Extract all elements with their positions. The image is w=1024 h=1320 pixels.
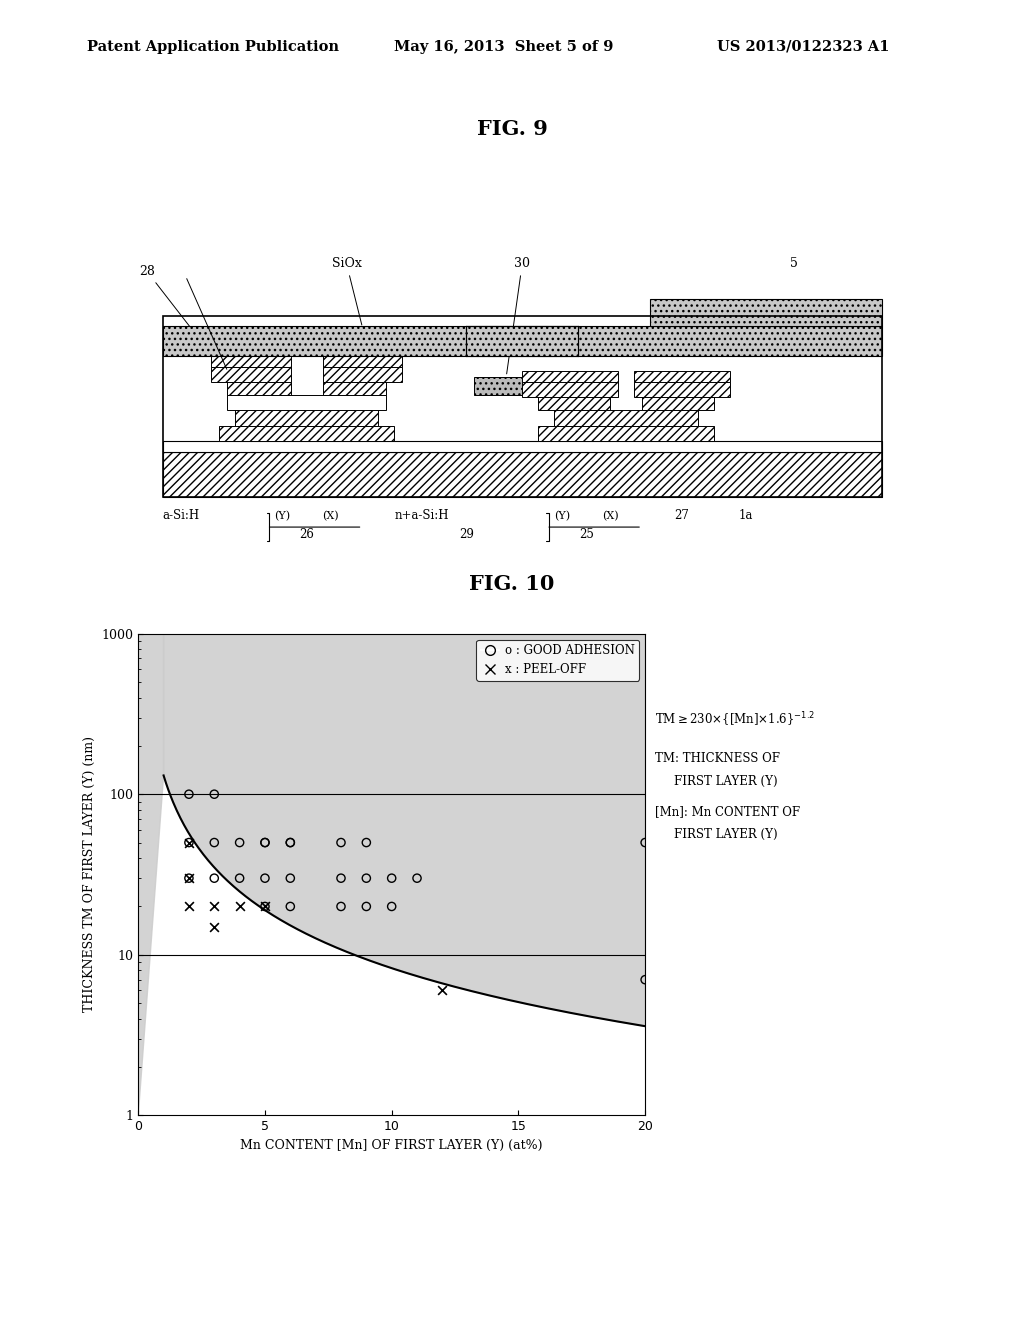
Bar — [323, 383, 386, 396]
Point — [180, 832, 197, 853]
Point — [358, 832, 375, 853]
Bar — [163, 326, 882, 451]
Bar — [474, 376, 539, 396]
Bar — [163, 317, 882, 498]
X-axis label: Mn CONTENT [Mn] OF FIRST LAYER (Y) (at%): Mn CONTENT [Mn] OF FIRST LAYER (Y) (at%) — [241, 1139, 543, 1152]
Point — [257, 867, 273, 888]
Bar — [634, 371, 730, 383]
Bar — [323, 367, 402, 383]
Text: TM$\geq$230$\times${[Mn]$\times$1.6}$^{-1.2}$: TM$\geq$230$\times${[Mn]$\times$1.6}$^{-… — [655, 710, 815, 729]
Text: SiOx: SiOx — [332, 257, 361, 325]
Bar — [323, 356, 402, 367]
Bar — [163, 326, 882, 356]
Bar — [234, 411, 379, 425]
Bar — [219, 425, 394, 441]
Text: 1a: 1a — [738, 510, 753, 523]
Point — [206, 832, 222, 853]
Point — [409, 867, 425, 888]
Point — [206, 784, 222, 805]
Bar — [539, 425, 714, 441]
Text: (Y): (Y) — [554, 511, 570, 521]
Point — [333, 867, 349, 888]
Point — [257, 896, 273, 917]
Point — [180, 867, 197, 888]
Point — [257, 832, 273, 853]
Bar — [163, 451, 882, 498]
Bar — [650, 300, 882, 326]
Bar — [163, 441, 882, 451]
Legend: o : GOOD ADHESION, x : PEEL-OFF: o : GOOD ADHESION, x : PEEL-OFF — [476, 639, 639, 681]
Text: 27: 27 — [675, 510, 689, 523]
Point — [434, 979, 451, 1001]
Point — [283, 832, 299, 853]
Text: [Mn]: Mn CONTENT OF: [Mn]: Mn CONTENT OF — [655, 805, 801, 818]
Bar — [642, 397, 714, 411]
Bar — [211, 367, 291, 383]
Point — [231, 832, 248, 853]
Point — [180, 784, 197, 805]
Polygon shape — [164, 634, 645, 1026]
Text: May 16, 2013  Sheet 5 of 9: May 16, 2013 Sheet 5 of 9 — [394, 40, 613, 54]
Point — [283, 896, 299, 917]
Bar — [522, 371, 618, 383]
Text: FIG. 10: FIG. 10 — [469, 574, 555, 594]
Text: Patent Application Publication: Patent Application Publication — [87, 40, 339, 54]
Text: FIRST LAYER (Y): FIRST LAYER (Y) — [674, 775, 777, 788]
Point — [283, 832, 299, 853]
Point — [257, 832, 273, 853]
Point — [283, 867, 299, 888]
Point — [180, 867, 197, 888]
Point — [358, 867, 375, 888]
Text: 29: 29 — [459, 528, 474, 541]
Text: a-Si:H: a-Si:H — [163, 510, 200, 523]
Text: 28: 28 — [139, 265, 220, 366]
Point — [206, 867, 222, 888]
Text: FIG. 9: FIG. 9 — [476, 119, 548, 139]
Text: TM: THICKNESS OF: TM: THICKNESS OF — [655, 752, 780, 766]
Y-axis label: THICKNESS TM OF FIRST LAYER (Y) (nm): THICKNESS TM OF FIRST LAYER (Y) (nm) — [83, 737, 96, 1012]
Text: 5: 5 — [790, 257, 798, 271]
Text: (X): (X) — [323, 511, 339, 521]
Bar — [226, 396, 386, 411]
Text: 30: 30 — [507, 257, 530, 374]
Point — [637, 969, 653, 990]
Point — [383, 867, 399, 888]
Text: 25: 25 — [579, 528, 594, 541]
Bar — [466, 326, 579, 356]
Bar — [211, 356, 291, 367]
Text: 26: 26 — [299, 528, 314, 541]
Point — [358, 896, 375, 917]
Bar — [226, 383, 291, 396]
Text: n+a-Si:H: n+a-Si:H — [394, 510, 449, 523]
Text: (X): (X) — [602, 511, 618, 521]
Point — [333, 896, 349, 917]
Point — [180, 896, 197, 917]
Point — [333, 832, 349, 853]
Point — [257, 896, 273, 917]
Text: FIRST LAYER (Y): FIRST LAYER (Y) — [674, 828, 777, 841]
Point — [231, 896, 248, 917]
Text: US 2013/0122323 A1: US 2013/0122323 A1 — [717, 40, 889, 54]
Bar — [539, 397, 610, 411]
Bar — [466, 326, 579, 356]
Bar — [522, 383, 618, 397]
Bar — [634, 383, 730, 397]
Point — [206, 916, 222, 937]
Point — [383, 896, 399, 917]
Polygon shape — [138, 634, 164, 1115]
Point — [180, 832, 197, 853]
Point — [206, 896, 222, 917]
Text: (Y): (Y) — [274, 511, 291, 521]
Bar — [554, 411, 698, 425]
Point — [637, 832, 653, 853]
Point — [231, 867, 248, 888]
